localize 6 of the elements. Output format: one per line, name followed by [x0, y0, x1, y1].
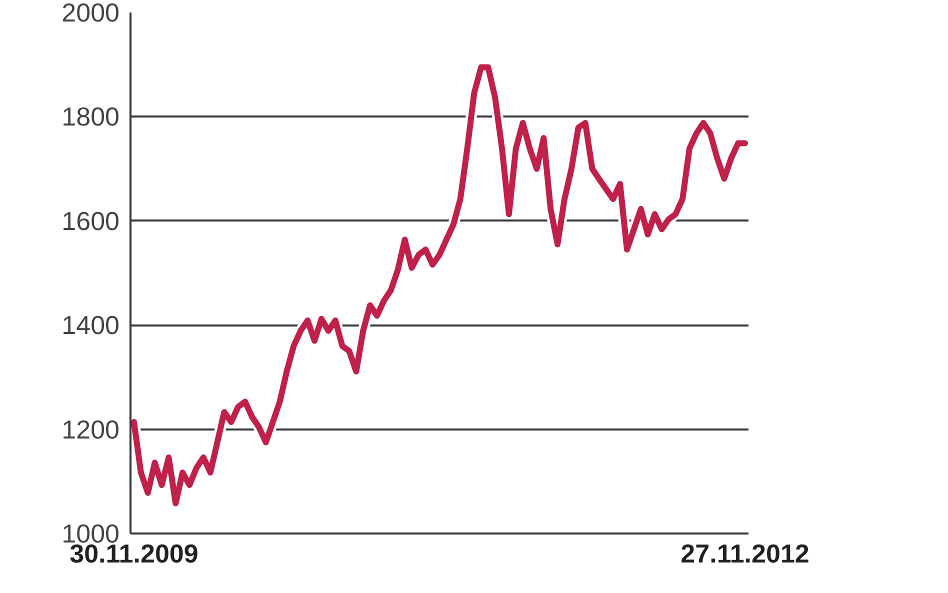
- y-tick-label: 1400: [62, 310, 120, 340]
- y-tick-label: 1600: [62, 206, 120, 236]
- x-tick-label: 27.11.2012: [680, 538, 810, 568]
- y-tick-label: 1200: [62, 414, 120, 444]
- y-tick-label: 1800: [62, 102, 120, 132]
- y-tick-label: 2000: [62, 0, 120, 28]
